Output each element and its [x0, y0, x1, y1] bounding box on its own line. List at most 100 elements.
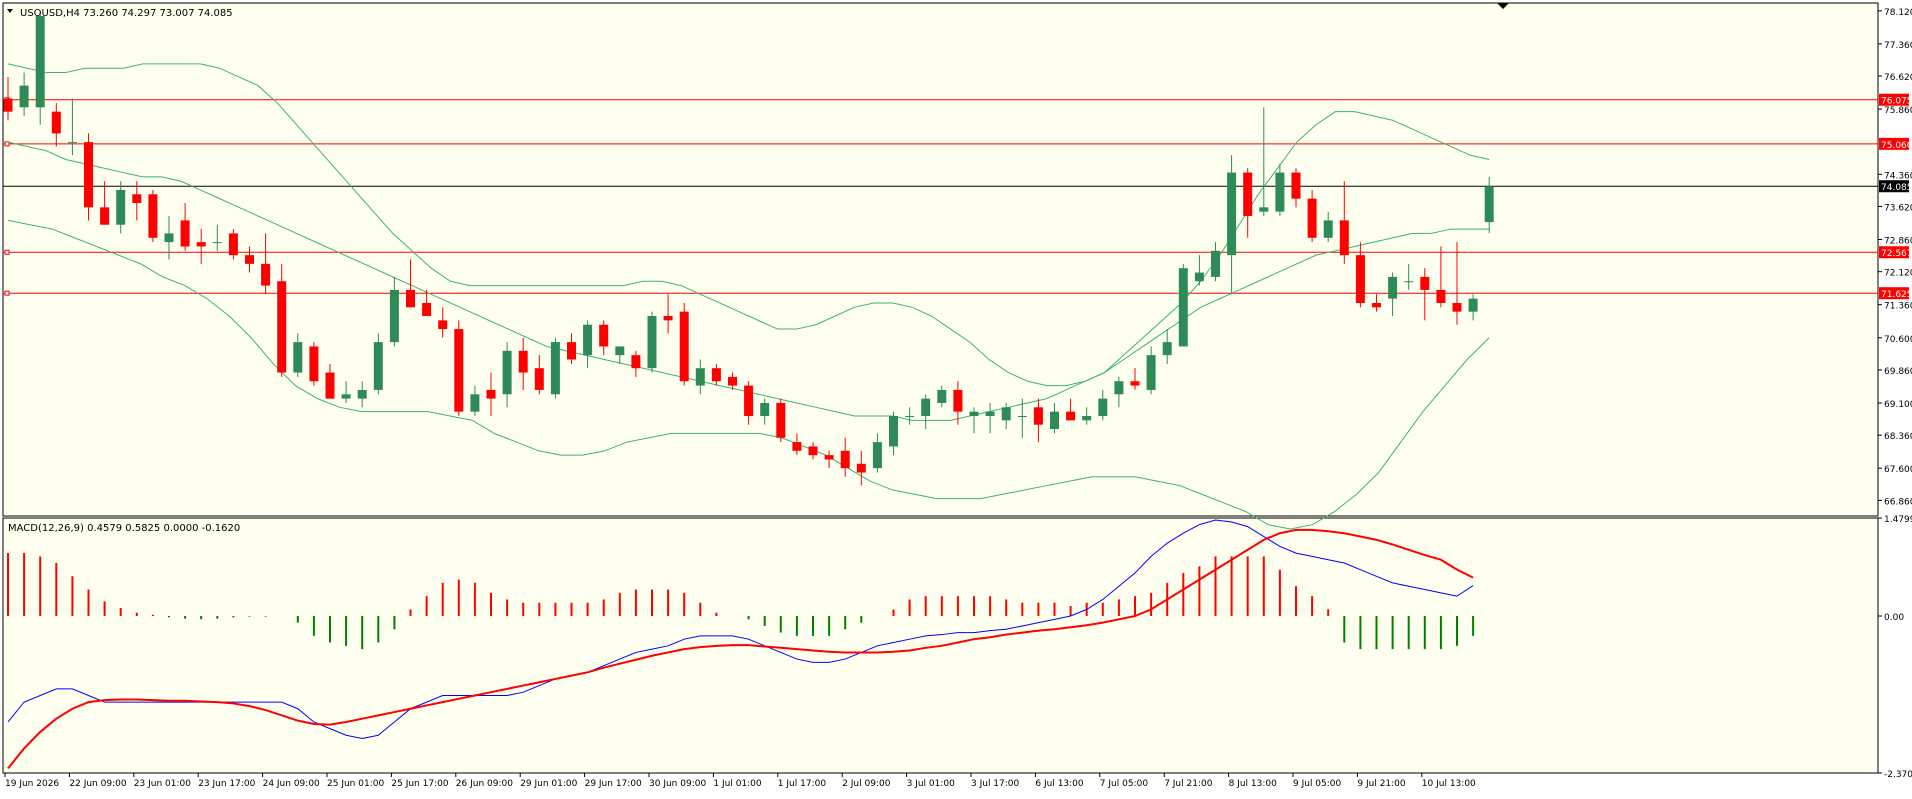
level-anchor-handle[interactable] [4, 290, 10, 296]
candle[interactable] [438, 307, 448, 338]
candle[interactable] [889, 411, 898, 456]
candle[interactable] [711, 363, 721, 386]
candle[interactable] [1275, 163, 1285, 217]
candle[interactable] [695, 359, 705, 395]
candle[interactable] [824, 450, 834, 469]
candle[interactable] [1050, 402, 1059, 434]
candle[interactable] [35, 11, 45, 125]
candle[interactable] [808, 442, 818, 460]
candle[interactable] [1194, 255, 1204, 286]
shift-marker-icon[interactable] [1497, 3, 1509, 9]
candle[interactable] [1388, 272, 1398, 317]
candle[interactable] [647, 311, 657, 373]
candle[interactable] [1178, 263, 1188, 347]
candle[interactable] [1227, 155, 1237, 295]
candle[interactable] [502, 342, 512, 408]
candle[interactable] [1484, 177, 1494, 234]
candle[interactable] [84, 133, 93, 221]
candle[interactable] [760, 398, 770, 425]
candle[interactable] [1339, 181, 1349, 264]
candle[interactable] [277, 263, 287, 377]
candle[interactable] [631, 350, 641, 377]
candle[interactable] [51, 102, 61, 147]
candle[interactable] [116, 181, 126, 234]
candle[interactable] [1291, 168, 1301, 208]
candle[interactable] [245, 246, 254, 273]
candle[interactable] [1114, 376, 1124, 408]
candle[interactable] [422, 289, 432, 317]
candle[interactable] [905, 407, 915, 425]
candle[interactable] [67, 98, 77, 156]
candle[interactable] [1355, 242, 1365, 308]
candle[interactable] [196, 229, 206, 264]
candle[interactable] [100, 181, 110, 225]
candle[interactable] [744, 381, 754, 425]
candle[interactable] [325, 363, 335, 399]
candle[interactable] [1436, 246, 1446, 308]
candle[interactable] [454, 320, 464, 417]
candles[interactable] [3, 11, 1494, 486]
candle[interactable] [148, 189, 158, 243]
candle[interactable] [985, 402, 995, 434]
candle[interactable] [132, 181, 142, 221]
candle[interactable] [599, 320, 609, 356]
candle[interactable] [1307, 189, 1317, 243]
candle[interactable] [357, 381, 367, 408]
candle[interactable] [470, 385, 480, 417]
candle[interactable] [19, 72, 29, 117]
candle[interactable] [1243, 168, 1253, 238]
candle[interactable] [840, 437, 850, 477]
candle[interactable] [1033, 398, 1043, 443]
candle[interactable] [180, 202, 190, 251]
candle[interactable] [792, 433, 802, 456]
candle[interactable] [1130, 368, 1140, 390]
candle[interactable] [872, 433, 882, 473]
candle[interactable] [550, 337, 560, 399]
candle[interactable] [663, 294, 673, 334]
candle[interactable] [341, 381, 351, 403]
candle[interactable] [212, 224, 222, 251]
candle[interactable] [937, 385, 947, 408]
candle[interactable] [1259, 107, 1269, 217]
candle[interactable] [1452, 242, 1462, 325]
candle[interactable] [1098, 389, 1108, 421]
candle[interactable] [615, 346, 625, 364]
candle[interactable] [389, 276, 399, 347]
level-anchor-handle[interactable] [4, 141, 10, 147]
candle[interactable] [373, 333, 383, 395]
candle[interactable] [518, 337, 528, 390]
candle[interactable] [1372, 294, 1381, 312]
candle[interactable] [1404, 263, 1414, 290]
candle[interactable] [164, 216, 174, 260]
candle[interactable] [1323, 211, 1333, 243]
candle[interactable] [406, 259, 415, 308]
candle[interactable] [583, 320, 593, 369]
candle[interactable] [261, 233, 271, 295]
candle[interactable] [1162, 329, 1172, 364]
candle[interactable] [309, 342, 319, 386]
candle[interactable] [921, 394, 931, 430]
candle[interactable] [486, 372, 496, 417]
candle[interactable] [293, 333, 303, 377]
level-anchor-handle[interactable] [4, 249, 10, 255]
candle[interactable] [1017, 398, 1027, 438]
candle[interactable] [728, 372, 737, 390]
candle[interactable] [953, 381, 963, 425]
candle[interactable] [856, 450, 866, 486]
candle[interactable] [534, 355, 544, 395]
candle[interactable] [228, 229, 238, 260]
candle[interactable] [3, 76, 13, 121]
candle[interactable] [1146, 346, 1156, 395]
candle[interactable] [1211, 242, 1220, 282]
candle[interactable] [1066, 398, 1076, 421]
collapse-triangle-icon[interactable] [7, 9, 13, 13]
candle[interactable] [679, 302, 689, 386]
candle[interactable] [969, 407, 979, 434]
candle[interactable] [1420, 268, 1430, 321]
candle[interactable] [1001, 402, 1011, 430]
candle[interactable] [1082, 407, 1092, 425]
candle[interactable] [567, 333, 576, 364]
candle[interactable] [1468, 294, 1478, 321]
